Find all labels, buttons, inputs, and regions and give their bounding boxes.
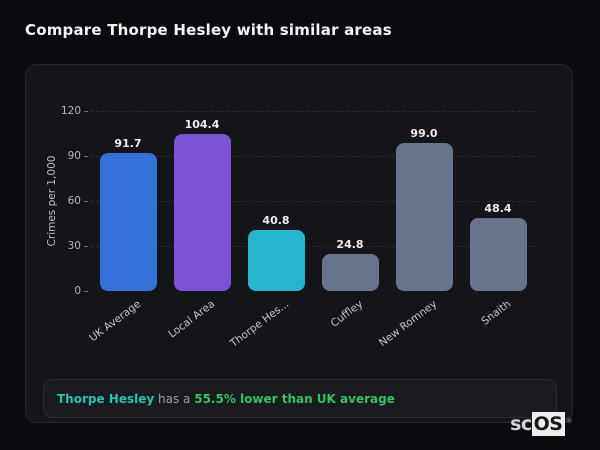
- bar-value-label: 24.8: [336, 237, 364, 251]
- bar-thorpe-hesley[interactable]: [247, 229, 305, 291]
- y-tick-label: 120: [60, 104, 81, 117]
- y-tick-label: 60: [67, 194, 81, 207]
- bar-snaith[interactable]: [469, 218, 527, 291]
- x-axis-label: New Romney: [376, 298, 440, 350]
- note-middle-text: has a: [154, 391, 195, 406]
- bar-value-label: 104.4: [184, 118, 220, 132]
- y-tick-mark: [84, 291, 88, 292]
- gridline: [91, 111, 535, 112]
- y-tick-mark: [84, 246, 88, 247]
- x-axis-label: UK Average: [87, 298, 144, 345]
- gridline: [91, 246, 535, 247]
- y-tick-mark: [84, 156, 88, 157]
- bar-value-label: 99.0: [410, 126, 438, 140]
- registered-mark-icon: ®: [565, 417, 573, 425]
- bar-local-area[interactable]: [173, 134, 231, 291]
- comparison-note: Thorpe Hesley has a 55.5% lower than UK …: [43, 379, 557, 418]
- note-highlight: 55.5% lower than UK average: [194, 391, 395, 406]
- note-area-name: Thorpe Hesley: [57, 391, 155, 406]
- bar-cuffley[interactable]: [321, 253, 379, 291]
- bar-value-label: 40.8: [262, 213, 290, 227]
- y-tick-mark: [84, 201, 88, 202]
- y-tick-label: 30: [67, 239, 81, 252]
- bar-new-romney[interactable]: [395, 142, 453, 291]
- y-tick-label: 0: [74, 284, 81, 297]
- y-tick-mark: [84, 111, 88, 112]
- x-axis-label: Cuffley: [328, 298, 366, 330]
- logo-suffix: OS: [531, 412, 565, 436]
- bar-value-label: 48.4: [484, 202, 512, 216]
- chart-card: Crimes per 1,000 0 30 60 90 120 91.7 UK Averag…: [25, 64, 573, 423]
- x-axis-label: Local Area: [166, 298, 218, 341]
- x-axis-label: Snaith: [479, 298, 514, 328]
- page-title: Compare Thorpe Hesley with similar areas: [25, 21, 392, 39]
- plot-area: Crimes per 1,000 0 30 60 90 120 91.7 UK Averag…: [46, 105, 535, 350]
- bar-uk-average[interactable]: [99, 153, 157, 291]
- scos-logo: sc OS ®: [510, 412, 573, 436]
- logo-prefix: sc: [510, 413, 532, 435]
- x-axis-label: Thorpe Hes...: [227, 298, 292, 350]
- gridline: [91, 156, 535, 157]
- bar-value-label: 91.7: [114, 137, 142, 151]
- gridline: [91, 201, 535, 202]
- y-tick-label: 90: [67, 149, 81, 162]
